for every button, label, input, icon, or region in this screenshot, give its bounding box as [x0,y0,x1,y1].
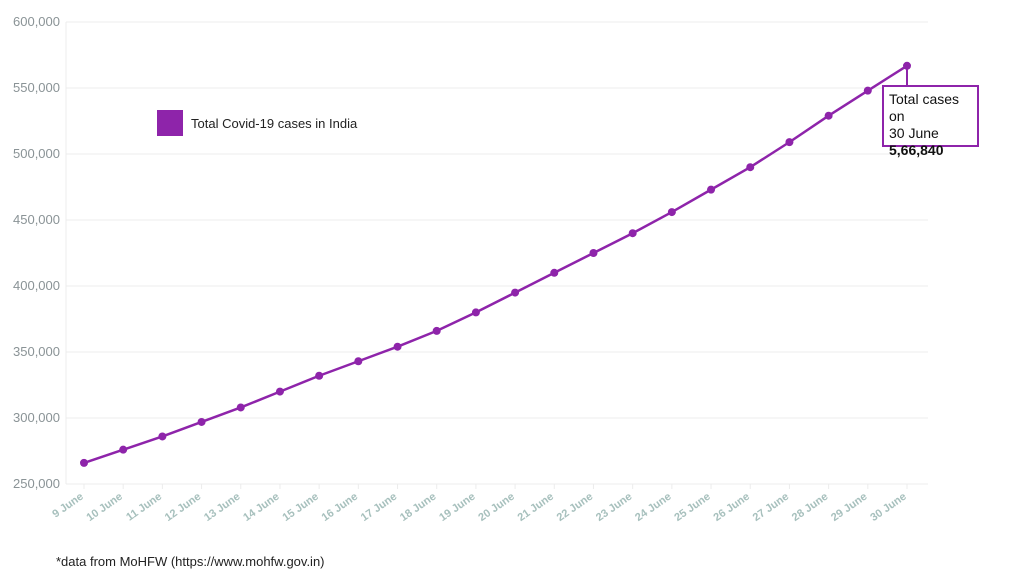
x-tick-label: 18 June [398,491,438,524]
x-tick-label: 19 June [437,491,477,524]
data-point [158,432,167,441]
y-axis: 250,000 300,000 350,000 400,000 450,000 500,0… [13,14,60,491]
data-point [80,458,88,467]
x-tick-label: 23 June [594,491,634,524]
data-point [236,403,245,412]
series-line [83,64,908,465]
x-tick-label: 22 June [555,491,595,524]
data-point [589,249,598,257]
x-tick-label: 9 June [50,491,85,521]
y-tick-label: 350,000 [13,344,60,359]
data-point [746,163,755,172]
data-point [197,417,206,426]
annotation-callout: Total cases on 30 June 5,66,840 [882,85,979,158]
y-tick-label: 300,000 [13,410,60,425]
data-point [432,326,441,335]
legend-swatch [157,110,183,136]
y-tick-label: 500,000 [13,146,60,161]
y-tick-label: 250,000 [13,476,60,491]
y-tick-label: 550,000 [13,80,60,95]
grid-lines [65,21,928,485]
data-point [119,445,128,454]
x-tick-label: 15 June [280,491,320,524]
x-tick-label: 17 June [359,491,399,524]
x-tick-label: 16 June [320,491,360,524]
y-tick-label: 600,000 [13,14,60,29]
x-tick-label: 26 June [712,491,752,524]
x-tick-label: 14 June [241,491,281,524]
legend: Total Covid-19 cases in India [157,110,358,136]
y-tick-label: 400,000 [13,278,60,293]
data-point [667,208,676,217]
data-point [511,288,520,297]
data-point [707,185,716,194]
footnote: *data from MoHFW (https://www.mohfw.gov.… [56,554,325,569]
data-point [824,111,833,120]
data-point [393,342,402,351]
legend-label: Total Covid-19 cases in India [191,116,358,131]
x-tick-label: 24 June [633,491,673,524]
data-point [785,138,794,147]
data-point [628,229,637,238]
series-line-group [80,61,911,467]
x-tick-label: 21 June [516,491,556,524]
x-tick-label: 30 June [868,491,908,524]
data-point [315,371,324,380]
data-point [863,86,872,95]
annotation-line1: Total cases on [889,91,960,124]
x-tick-label: 10 June [84,491,124,524]
x-tick-label: 28 June [790,491,830,524]
data-point [275,387,284,396]
data-point [471,308,480,317]
x-tick-label: 27 June [751,491,791,524]
x-tick-label: 13 June [202,491,242,524]
x-tick-label: 20 June [476,491,516,524]
y-tick-label: 450,000 [13,212,60,227]
x-tick-label: 25 June [672,491,712,524]
data-point [550,268,559,277]
data-point [354,357,363,366]
x-tick-label: 12 June [163,491,203,524]
x-tick-label: 29 June [829,491,869,524]
annotation-value: 5,66,840 [889,142,944,158]
x-tick-label: 11 June [124,491,164,524]
annotation-line2: 30 June [889,125,939,141]
